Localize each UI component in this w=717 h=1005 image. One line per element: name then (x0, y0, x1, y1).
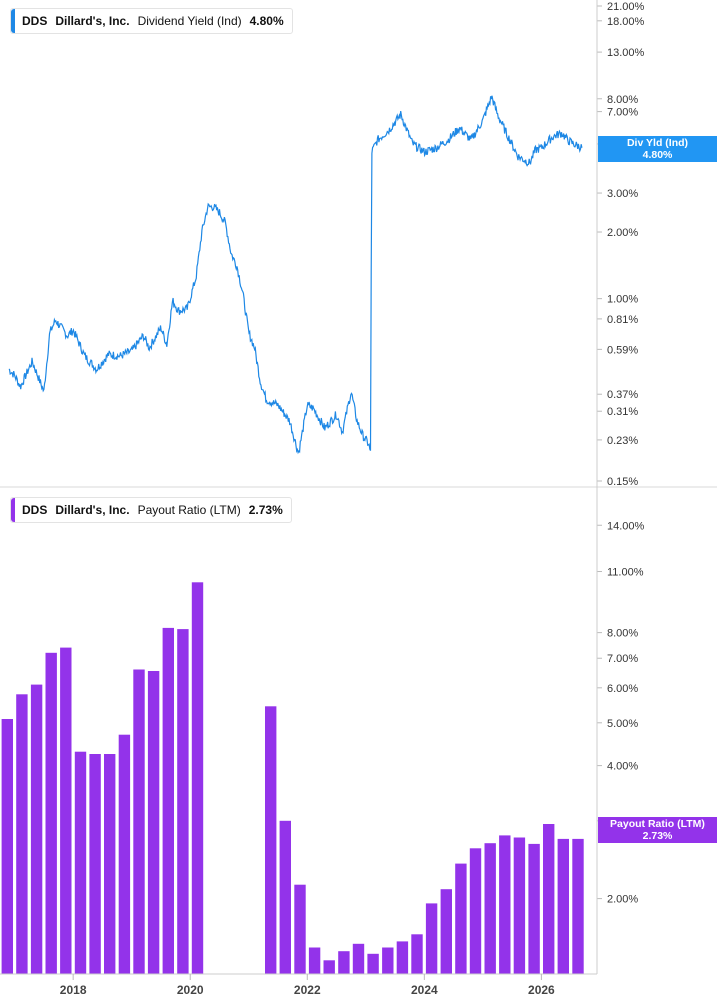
payout-bar (338, 951, 350, 974)
top-ytick-label: 2.00% (607, 227, 638, 239)
payout-bar (469, 848, 482, 974)
top-value-tag: Div Yld (Ind) 4.80% (598, 136, 717, 162)
bottom-ytick-label: 6.00% (607, 683, 638, 695)
payout-bar (528, 843, 540, 974)
x-tick-label: 2018 (60, 983, 87, 997)
top-ytick-label: 3.00% (607, 188, 638, 200)
payout-bar (162, 627, 174, 974)
dividend-yield-panel: 21.00%18.00%13.00%8.00%7.00%5.00%3.00%2.… (8, 1, 645, 488)
bottom-value-tag: Payout Ratio (LTM) 2.73% (598, 817, 717, 843)
top-ytick-label: 0.23% (607, 435, 638, 447)
top-tag-value: 4.80% (642, 149, 673, 161)
payout-bar (499, 835, 511, 974)
payout-bar (513, 837, 526, 974)
top-ytick-label: 13.00% (607, 47, 645, 59)
payout-bar (60, 647, 72, 974)
x-tick-label: 2022 (294, 983, 321, 997)
top-ytick-label: 8.00% (607, 94, 638, 106)
top-legend-metric: Dividend Yield (Ind) (137, 14, 242, 28)
top-y-axis: 21.00%18.00%13.00%8.00%7.00%5.00%3.00%2.… (597, 1, 645, 488)
bottom-legend-ticker: DDS (22, 503, 48, 517)
top-legend-ticker: DDS (22, 14, 48, 28)
payout-bar (147, 671, 160, 974)
payout-bar (265, 706, 277, 974)
bottom-ytick-label: 8.00% (607, 628, 638, 640)
bottom-ytick-label: 11.00% (607, 567, 644, 579)
payout-bar (191, 582, 204, 974)
x-tick-label: 2024 (411, 983, 438, 997)
top-ytick-label: 0.59% (607, 344, 638, 356)
top-legend-value: 4.80% (249, 14, 284, 28)
payout-bar (30, 684, 43, 974)
top-ytick-label: 0.37% (607, 389, 638, 401)
top-legend: DDS Dillard's, Inc. Dividend Yield (Ind)… (10, 8, 293, 34)
payout-bar (440, 889, 452, 974)
dividend-yield-line (8, 95, 583, 455)
payout-bar (557, 838, 569, 974)
payout-bar (133, 669, 145, 974)
x-tick-label: 2020 (177, 983, 204, 997)
x-axis: 2018 2020 2022 2024 2026 (60, 974, 555, 997)
bottom-ytick-label: 4.00% (607, 761, 638, 773)
bottom-ytick-label: 5.00% (607, 718, 638, 730)
payout-bar (177, 629, 189, 974)
top-ytick-label: 0.81% (607, 314, 638, 326)
payout-ratio-bars (1, 582, 584, 974)
payout-bar (118, 734, 131, 974)
bottom-ytick-label: 2.00% (607, 894, 638, 906)
top-ytick-label: 0.31% (607, 406, 638, 418)
payout-bar (484, 843, 496, 974)
bottom-legend-swatch (11, 498, 15, 522)
payout-bar (323, 960, 335, 974)
top-tag-label: Div Yld (Ind) (626, 137, 689, 149)
payout-bar (352, 943, 365, 974)
payout-bar (425, 903, 438, 974)
payout-bar (411, 934, 423, 974)
payout-bar (572, 838, 584, 974)
payout-bar (455, 863, 467, 974)
bottom-legend-company: Dillard's, Inc. (55, 503, 130, 517)
bottom-y-axis: 14.00%11.00%8.00%7.00%6.00%5.00%4.00%3.0… (597, 520, 645, 906)
payout-bar (308, 947, 321, 974)
x-tick-label: 2026 (528, 983, 555, 997)
bottom-legend: DDS Dillard's, Inc. Payout Ratio (LTM) 2… (10, 497, 292, 523)
top-legend-company: Dillard's, Inc. (55, 14, 130, 28)
bottom-tag-value: 2.73% (642, 830, 673, 842)
top-ytick-label: 0.15% (607, 476, 638, 488)
payout-bar (367, 953, 379, 974)
payout-bar (104, 754, 116, 974)
payout-bar (45, 652, 57, 974)
bottom-tag-label: Payout Ratio (LTM) (610, 818, 705, 830)
payout-bar (279, 820, 291, 974)
payout-bar (382, 947, 394, 974)
bottom-ytick-label: 14.00% (607, 520, 645, 532)
bottom-ytick-label: 7.00% (607, 653, 638, 665)
payout-bar (89, 754, 101, 974)
top-ytick-label: 1.00% (607, 294, 638, 306)
payout-ratio-panel: 14.00%11.00%8.00%7.00%6.00%5.00%4.00%3.0… (1, 520, 645, 974)
payout-bar (543, 824, 555, 974)
payout-bar (294, 884, 306, 974)
top-ytick-label: 7.00% (607, 107, 638, 119)
payout-bar (16, 694, 28, 974)
top-ytick-label: 21.00% (607, 1, 645, 13)
payout-bar (1, 719, 13, 974)
bottom-legend-value: 2.73% (248, 503, 283, 517)
payout-bar (396, 941, 409, 974)
top-ytick-label: 18.00% (607, 16, 645, 28)
top-legend-swatch (11, 9, 15, 33)
bottom-legend-metric: Payout Ratio (LTM) (137, 503, 241, 517)
payout-bar (74, 751, 87, 974)
